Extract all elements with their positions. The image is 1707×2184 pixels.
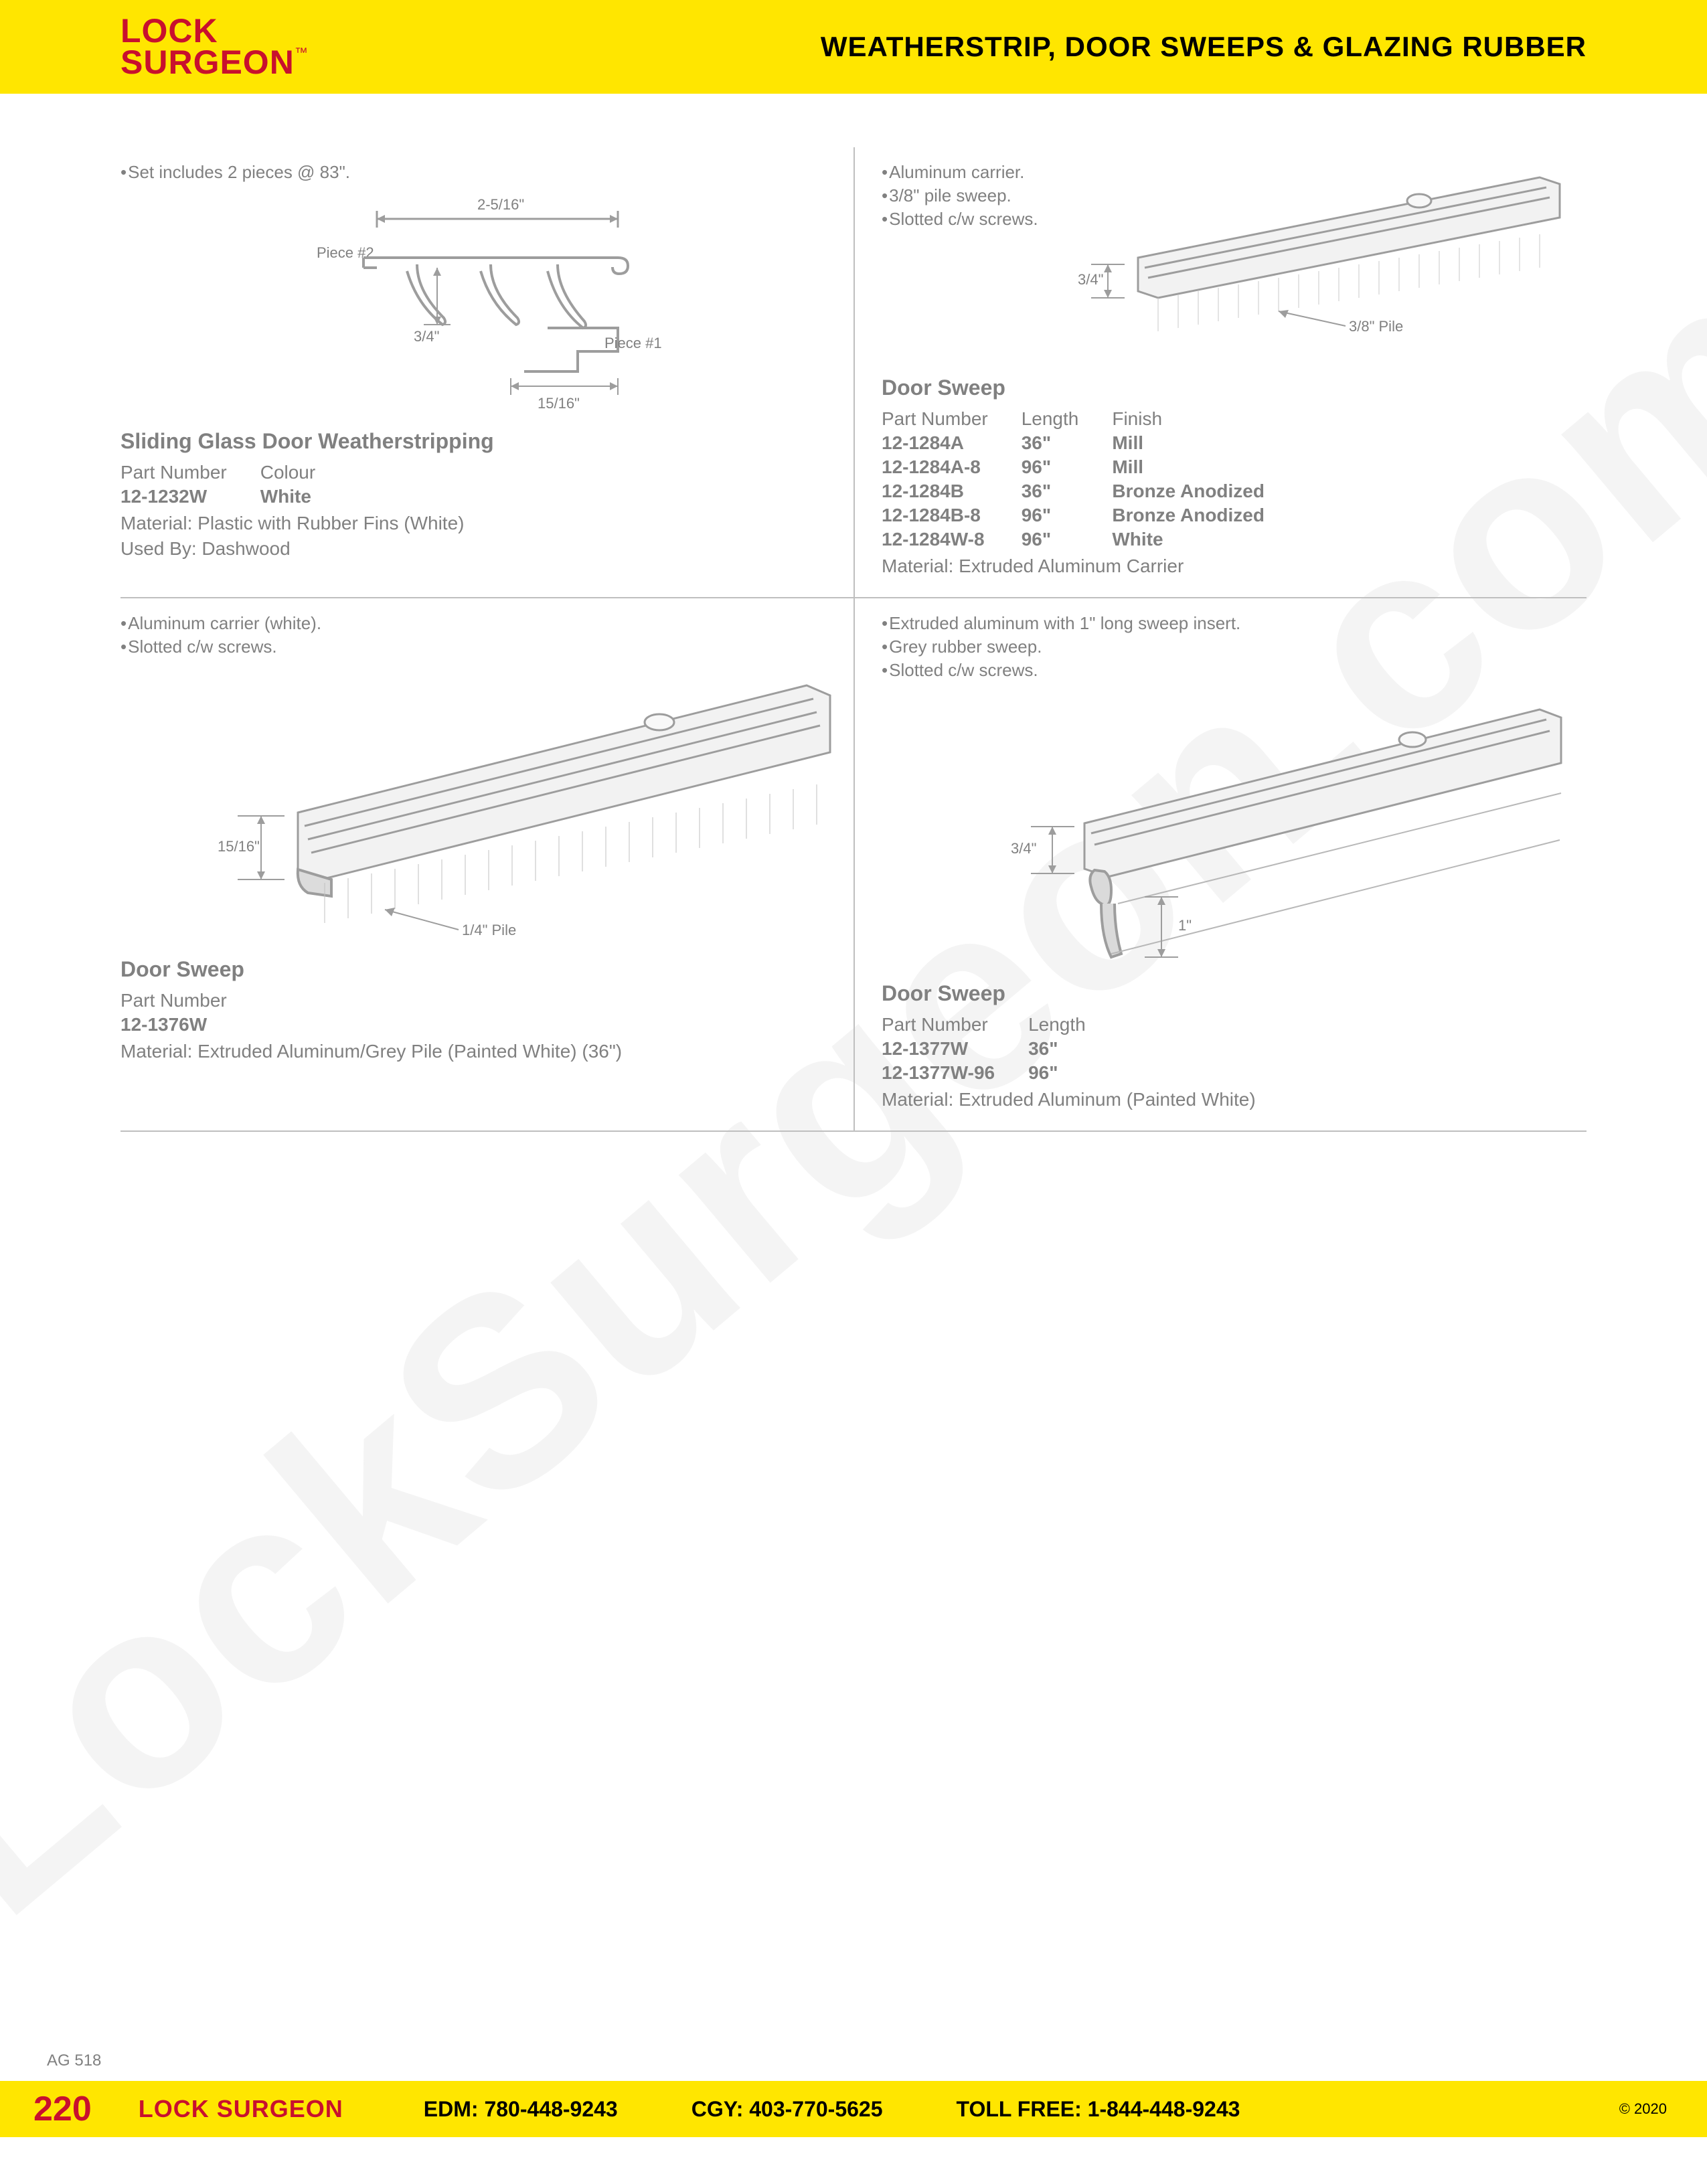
- p2-title: Door Sweep: [882, 375, 1566, 400]
- p1-title: Sliding Glass Door Weatherstripping: [120, 429, 833, 454]
- p4-table: Part Number Length 12-1377W36" 12-1377W-…: [882, 1013, 1119, 1085]
- p4-material: Material: Extruded Aluminum (Painted Whi…: [882, 1089, 1566, 1110]
- p1-table: Part Number Colour 12-1232W White: [120, 460, 349, 509]
- p2-material: Material: Extruded Aluminum Carrier: [882, 556, 1566, 577]
- p4-dim-h: 3/4": [1011, 840, 1036, 857]
- p3-dim-h: 15/16": [218, 838, 260, 855]
- footer-cgy: CGY: 403-770-5625: [692, 2097, 883, 2122]
- p1-dim-width: 2-5/16": [477, 196, 524, 213]
- p3-diagram: 15/16" 1/4" Pile: [120, 665, 833, 946]
- product-cell-p1: Set includes 2 pieces @ 83". 2-5/16" Pie…: [120, 147, 854, 598]
- p1-dim-1516: 15/16": [538, 395, 580, 412]
- p2-dim-h: 3/4": [1078, 271, 1103, 288]
- footer-edm: EDM: 780-448-9243: [424, 2097, 618, 2122]
- p1-piece1-label: Piece #1: [604, 335, 662, 351]
- p1-h1: Colour: [260, 460, 349, 485]
- footer-tollfree: TOLL FREE: 1-844-448-9243: [957, 2097, 1240, 2122]
- p1-material: Material: Plastic with Rubber Fins (Whit…: [120, 513, 833, 534]
- p3-table: Part Number 12-1376W: [120, 989, 260, 1037]
- footer-bar: 220 LOCK SURGEON EDM: 780-448-9243 CGY: …: [0, 2081, 1707, 2137]
- page-number: 220: [0, 2089, 112, 2129]
- header-bar: LOCK SURGEON™ WEATHERSTRIP, DOOR SWEEPS …: [0, 0, 1707, 94]
- p1-r0c1: White: [260, 485, 349, 509]
- p1-usedby: Used By: Dashwood: [120, 538, 833, 560]
- product-cell-p3: Aluminum carrier (white). Slotted c/w sc…: [120, 598, 854, 1131]
- p4-diagram: 3/4" 1": [882, 689, 1566, 971]
- ag-code: AG 518: [47, 2051, 101, 2070]
- p3-notes: Aluminum carrier (white). Slotted c/w sc…: [120, 612, 833, 659]
- footer-brand: LOCK SURGEON: [139, 2095, 343, 2123]
- p3-r0c0: 12-1376W: [120, 1013, 260, 1037]
- p3-note-0: Aluminum carrier (white).: [120, 612, 833, 635]
- product-cell-p4: Extruded aluminum with 1" long sweep ins…: [854, 598, 1587, 1131]
- p4-h0: Part Number: [882, 1013, 1028, 1037]
- p3-pile-label: 1/4" Pile: [462, 922, 516, 938]
- footer-copyright: © 2020: [1619, 2100, 1667, 2118]
- p2-h1: Length: [1022, 407, 1113, 431]
- p4-note-1: Grey rubber sweep.: [882, 635, 1566, 659]
- p3-title: Door Sweep: [120, 957, 833, 982]
- p1-note-0: Set includes 2 pieces @ 83".: [120, 161, 833, 184]
- p3-note-1: Slotted c/w screws.: [120, 635, 833, 659]
- p1-diagram: 2-5/16" Piece #2 Piece #1: [120, 191, 833, 418]
- brand-line1: LOCK: [120, 15, 308, 48]
- p1-h0: Part Number: [120, 460, 260, 485]
- p4-dim-sweep: 1": [1178, 917, 1192, 934]
- p1-r0c0: 12-1232W: [120, 485, 260, 509]
- brand-logo: LOCK SURGEON™: [120, 15, 308, 79]
- p4-h1: Length: [1028, 1013, 1119, 1037]
- p2-h2: Finish: [1112, 407, 1298, 431]
- page-title: WEATHERSTRIP, DOOR SWEEPS & GLAZING RUBB…: [821, 31, 1587, 63]
- brand-line2: SURGEON: [120, 44, 295, 81]
- p4-note-2: Slotted c/w screws.: [882, 659, 1566, 682]
- product-cell-p2: Aluminum carrier. 3/8" pile sweep. Slott…: [854, 147, 1587, 598]
- p3-h0: Part Number: [120, 989, 260, 1013]
- p2-h0: Part Number: [882, 407, 1022, 431]
- p2-table: Part Number Length Finish 12-1284A36"Mil…: [882, 407, 1298, 552]
- p2-pile-label: 3/8" Pile: [1349, 318, 1403, 335]
- p1-notes: Set includes 2 pieces @ 83".: [120, 161, 833, 184]
- p4-title: Door Sweep: [882, 981, 1566, 1006]
- p4-notes: Extruded aluminum with 1" long sweep ins…: [882, 612, 1566, 682]
- p1-dim-34: 3/4": [414, 328, 439, 345]
- brand-tm: ™: [295, 46, 308, 60]
- p4-note-0: Extruded aluminum with 1" long sweep ins…: [882, 612, 1566, 635]
- p3-material: Material: Extruded Aluminum/Grey Pile (P…: [120, 1041, 833, 1062]
